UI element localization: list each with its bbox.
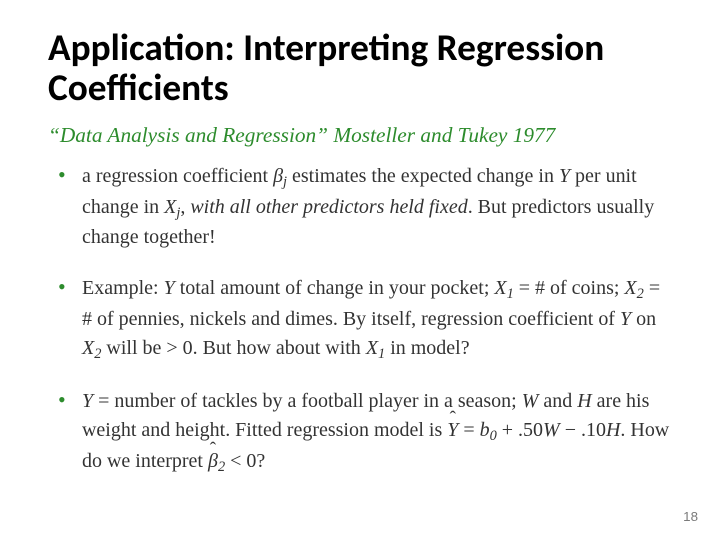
bullet-item-2: Example: Y total amount of change in you… xyxy=(48,274,672,365)
page-number: 18 xyxy=(683,509,698,524)
slide-title: Application: Interpreting Regression Coe… xyxy=(48,28,672,109)
bullet-item-1: a regression coefficient βj estimates th… xyxy=(48,162,672,253)
bullet-item-3: Y = number of tackles by a football play… xyxy=(48,387,672,478)
bullet-list: a regression coefficient βj estimates th… xyxy=(48,162,672,478)
slide-subtitle: “Data Analysis and Regression” Mosteller… xyxy=(48,123,672,148)
slide: Application: Interpreting Regression Coe… xyxy=(0,0,720,540)
